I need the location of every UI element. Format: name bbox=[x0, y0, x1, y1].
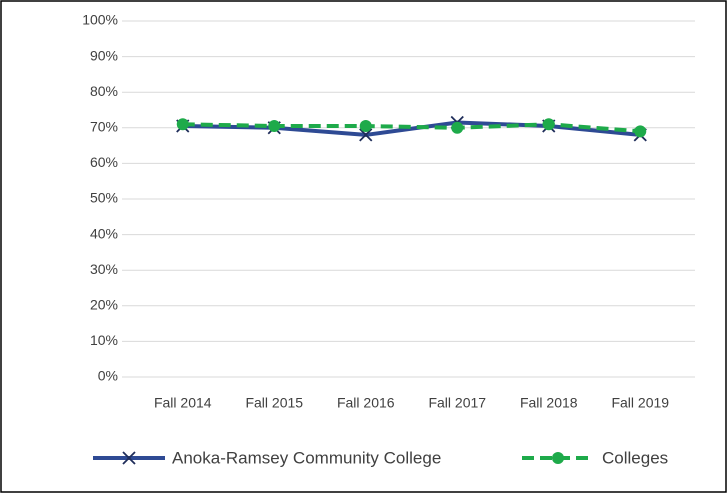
y-tick-label: 70% bbox=[90, 119, 118, 135]
y-tick-label: 60% bbox=[90, 154, 118, 170]
y-tick-label: 10% bbox=[90, 332, 118, 348]
y-tick-label: 90% bbox=[90, 47, 118, 63]
y-tick-label: 30% bbox=[90, 261, 118, 277]
y-tick-label: 20% bbox=[90, 297, 118, 313]
point-marker bbox=[359, 120, 372, 133]
y-tick-label: 40% bbox=[90, 225, 118, 241]
x-tick-label: Fall 2016 bbox=[337, 395, 395, 411]
point-marker bbox=[634, 125, 647, 138]
point-marker bbox=[359, 128, 373, 142]
point-marker bbox=[451, 121, 464, 134]
point-marker bbox=[542, 118, 555, 131]
point-marker bbox=[268, 120, 281, 133]
y-tick-label: 80% bbox=[90, 83, 118, 99]
x-tick-label: Fall 2014 bbox=[154, 395, 212, 411]
legend-label: Colleges bbox=[602, 448, 668, 467]
y-tick-label: 50% bbox=[90, 190, 118, 206]
legend-marker bbox=[552, 452, 564, 464]
x-tick-label: Fall 2015 bbox=[245, 395, 303, 411]
legend-label: Anoka-Ramsey Community College bbox=[172, 448, 441, 467]
point-marker bbox=[176, 118, 189, 131]
x-tick-label: Fall 2018 bbox=[520, 395, 578, 411]
x-tick-label: Fall 2019 bbox=[611, 395, 669, 411]
y-tick-label: 0% bbox=[98, 368, 118, 384]
series-line bbox=[182, 122, 641, 134]
y-tick-label: 100% bbox=[82, 12, 118, 28]
x-tick-label: Fall 2017 bbox=[428, 395, 486, 411]
legend-marker bbox=[122, 451, 136, 465]
